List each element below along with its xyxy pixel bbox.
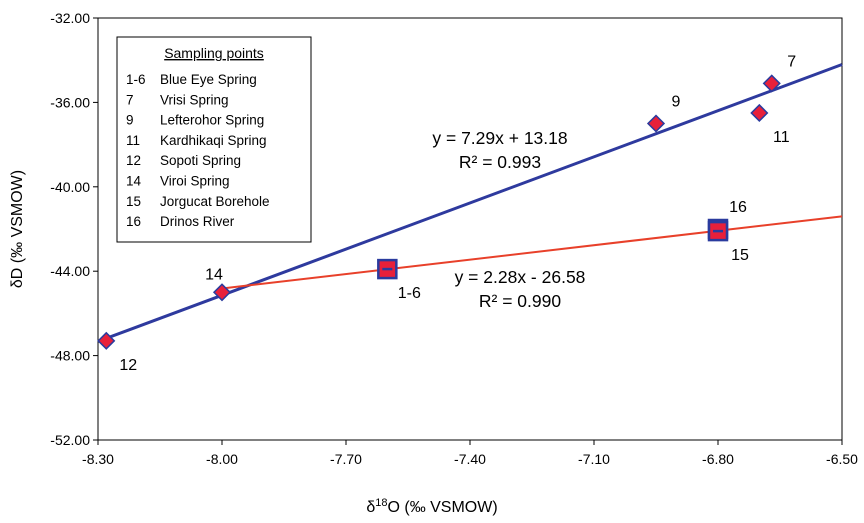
legend-entry-id: 1-6: [126, 72, 146, 87]
data-points: 7 9 11 12 14 1-6 16 15: [97, 53, 796, 374]
legend-box: [116, 36, 312, 243]
data-point-label: 12: [119, 357, 137, 374]
legend: Sampling points 1-6 Blue Eye Spring 7 Vrisi…: [116, 36, 312, 243]
x-axis-title-rest: O (‰ VSMOW): [387, 499, 497, 516]
x-tick-label: -7.70: [330, 451, 362, 467]
equations: y = 7.29x + 13.18 R² = 0.993 y = 2.28x - 2…: [432, 128, 585, 311]
x-axis-title: δ18O (‰ VSMOW): [366, 497, 497, 516]
x-tick-label: -7.40: [454, 451, 486, 467]
data-point-diamond: [212, 283, 232, 302]
trendline-2: [221, 215, 843, 290]
legend-entries: 1-6 Blue Eye Spring 7 Vrisi Spring 9 Lefteroh…: [126, 72, 270, 229]
data-point-diamond: [646, 114, 666, 133]
legend-entry-name: Jorgucat Borehole: [160, 194, 270, 209]
data-point-diamond: [97, 331, 116, 350]
legend-entry-id: 11: [126, 133, 140, 148]
legend-entry-name: Drinos River: [160, 214, 235, 229]
y-tick-label: -36.00: [50, 94, 90, 110]
y-tick-label: -48.00: [50, 348, 90, 364]
data-point-label: 15: [731, 247, 749, 264]
legend-entry-name: Kardhikaqi Spring: [160, 133, 267, 148]
legend-entry-id: 7: [126, 92, 134, 107]
data-point-label: 9: [672, 94, 681, 111]
y-axis-title: δD (‰ VSMOW): [9, 170, 26, 288]
x-tick-label: -8.30: [82, 451, 114, 467]
data-point-diamond: [750, 103, 769, 123]
legend-entry-id: 9: [126, 113, 134, 128]
legend-entry-name: Lefterohor Spring: [160, 113, 264, 128]
legend-entry-name: Blue Eye Spring: [160, 72, 257, 87]
trendline-equation: y = 7.29x + 13.18: [432, 128, 567, 148]
trendline-r2: R² = 0.990: [479, 291, 561, 311]
legend-entry-id: 12: [126, 153, 141, 168]
data-point-label: 7: [787, 53, 796, 70]
legend-entry-name: Sopoti Spring: [160, 153, 241, 168]
legend-entry-id: 14: [126, 174, 142, 189]
x-tick-label: -7.10: [578, 451, 610, 467]
y-tick-label: -40.00: [50, 179, 90, 195]
trendline-equation: y = 2.28x - 26.58: [455, 267, 586, 287]
legend-entry-name: Viroi Spring: [160, 174, 230, 189]
y-tick-label: -52.00: [50, 432, 90, 448]
data-point-label: 14: [205, 266, 223, 283]
axes: -8.30 -8.00 -7.70 -7.40 -7.10 -6.80 -6.50 -32.0…: [50, 10, 858, 467]
x-axis-title-delta: δ: [366, 499, 375, 516]
legend-title: Sampling points: [164, 45, 264, 61]
legend-entry-id: 15: [126, 194, 141, 209]
x-axis-title-sup: 18: [375, 497, 387, 509]
data-point-label: 11: [773, 129, 790, 146]
x-tick-label: -6.50: [826, 451, 858, 467]
x-tick-label: -8.00: [206, 451, 238, 467]
data-point-label: 1-6: [398, 285, 421, 302]
legend-entry-id: 16: [126, 214, 141, 229]
y-tick-label: -44.00: [50, 263, 90, 279]
legend-entry-name: Vrisi Spring: [160, 92, 229, 107]
y-tick-label: -32.00: [50, 10, 90, 26]
data-point-label: 16: [729, 199, 747, 216]
x-tick-label: -6.80: [702, 451, 734, 467]
trendline-r2: R² = 0.993: [459, 152, 541, 172]
data-point-diamond: [762, 74, 781, 93]
